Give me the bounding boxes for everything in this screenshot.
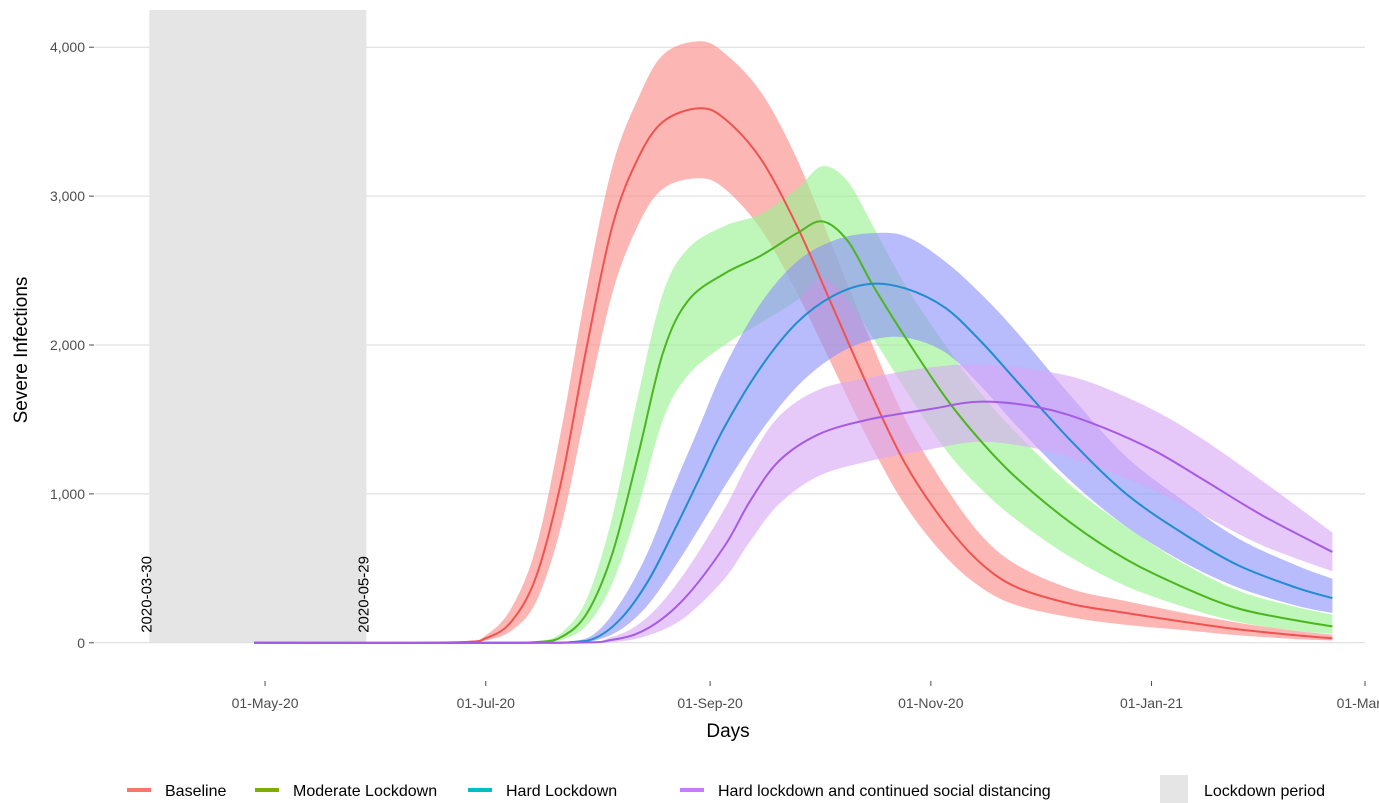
x-tick-label: 01-Jul-20 <box>457 695 516 711</box>
x-tick-label: 01-Mar-2 <box>1337 695 1379 711</box>
y-tick-label: 4,000 <box>50 39 85 55</box>
x-tick-label: 01-May-20 <box>232 695 299 711</box>
y-axis: 0 1,000 2,000 3,000 4,000 <box>50 39 94 651</box>
x-tick-label: 01-Nov-20 <box>898 695 964 711</box>
legend-label-1: Baseline <box>165 783 226 800</box>
line-4 <box>254 400 1333 645</box>
y-axis-title: Severe Infections <box>11 277 32 424</box>
y-tick-label: 0 <box>77 635 85 651</box>
x-axis-title: Days <box>706 721 749 742</box>
line-1 <box>254 107 1333 644</box>
x-tick-label: 01-Jan-21 <box>1120 695 1183 711</box>
lockdown-end-label: 2020-05-29 <box>355 556 372 633</box>
lockdown-date-labels: 2020-03-30 2020-05-29 <box>138 556 372 633</box>
lockdown-start-label: 2020-03-30 <box>138 556 155 633</box>
legend-label-4: Hard lockdown and continued social dista… <box>718 783 1051 800</box>
x-axis: 01-May-20 01-Jul-20 01-Sep-20 01-Nov-20 01-J… <box>232 681 1379 711</box>
line-2 <box>254 220 1333 644</box>
legend-label-2: Moderate Lockdown <box>293 783 437 800</box>
series-lines <box>254 107 1333 645</box>
y-tick-label: 2,000 <box>50 337 85 353</box>
legend-label-lockdown: Lockdown period <box>1204 783 1325 800</box>
y-tick-label: 1,000 <box>50 486 85 502</box>
x-tick-label: 01-Sep-20 <box>677 695 743 711</box>
legend: Baseline Moderate Lockdown Hard Lockdown Ha… <box>127 775 1325 803</box>
lockdown-period <box>149 10 367 643</box>
band-2 <box>254 166 1333 644</box>
legend-key-lockdown <box>1160 775 1188 803</box>
line-3 <box>254 282 1333 644</box>
band-1 <box>254 41 1333 643</box>
band-4 <box>254 364 1333 644</box>
band-3 <box>254 232 1333 644</box>
lockdown-rect <box>149 10 367 643</box>
legend-label-3: Hard Lockdown <box>506 783 617 800</box>
confidence-bands <box>254 41 1333 644</box>
y-tick-label: 3,000 <box>50 188 85 204</box>
